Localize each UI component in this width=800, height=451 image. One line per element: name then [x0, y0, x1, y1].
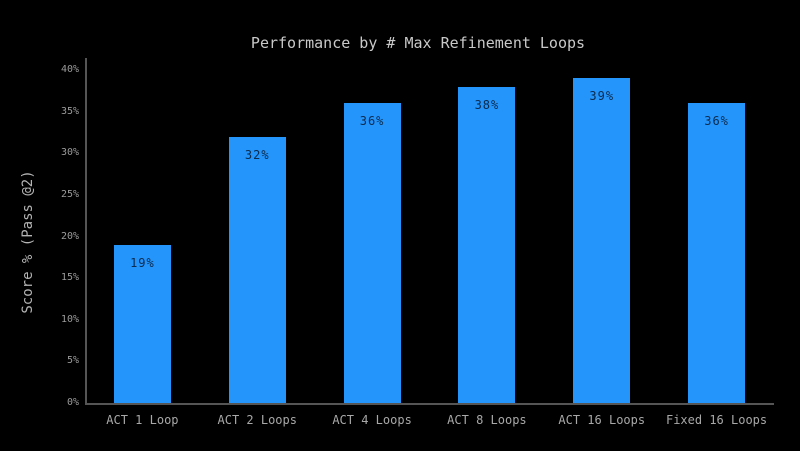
y-tick-label: 25% — [60, 188, 79, 200]
bar-act-8-loops: 38% — [458, 86, 516, 403]
x-axis-line — [85, 403, 774, 405]
bar-value-label: 38% — [474, 97, 500, 112]
x-category-label: ACT 1 Loop — [106, 413, 179, 427]
y-axis-line — [85, 58, 87, 405]
y-tick-label: 5% — [66, 355, 79, 367]
bar-act-4-loops: 36% — [343, 103, 401, 403]
bar-fixed-16-loops: 36% — [688, 103, 746, 403]
y-tick-label: 20% — [60, 230, 79, 242]
y-tick-label: 10% — [60, 313, 79, 325]
y-tick-label: 30% — [60, 147, 79, 159]
bar-value-label: 39% — [589, 89, 615, 104]
chart-title: Performance by # Max Refinement Loops — [250, 34, 586, 52]
bar-act-1-loop: 19% — [113, 244, 171, 403]
plot-area: 0% 5% 10% 15% 20% 25% 30% 35% 40% 19% 32% 36% 38% 39… — [61, 58, 774, 427]
y-tick-label: 40% — [60, 64, 79, 75]
x-category-label: ACT 8 Loops — [447, 413, 527, 427]
bar-act-16-loops: 39% — [573, 78, 631, 403]
bar-value-label: 36% — [359, 114, 385, 129]
x-category-label: ACT 2 Loops — [217, 413, 297, 427]
x-category-label: ACT 16 Loops — [558, 413, 646, 427]
bar-value-label: 19% — [130, 255, 155, 270]
y-tick-label: 15% — [60, 272, 79, 284]
x-category-label: ACT 4 Loops — [332, 413, 412, 427]
bar-value-label: 32% — [244, 147, 270, 162]
y-tick-label: 0% — [66, 397, 79, 408]
bar-value-label: 36% — [704, 114, 729, 129]
x-category-label: Fixed 16 Loops — [665, 413, 768, 427]
bar-act-2-loops: 32% — [228, 136, 286, 403]
y-tick-label: 35% — [60, 105, 79, 117]
